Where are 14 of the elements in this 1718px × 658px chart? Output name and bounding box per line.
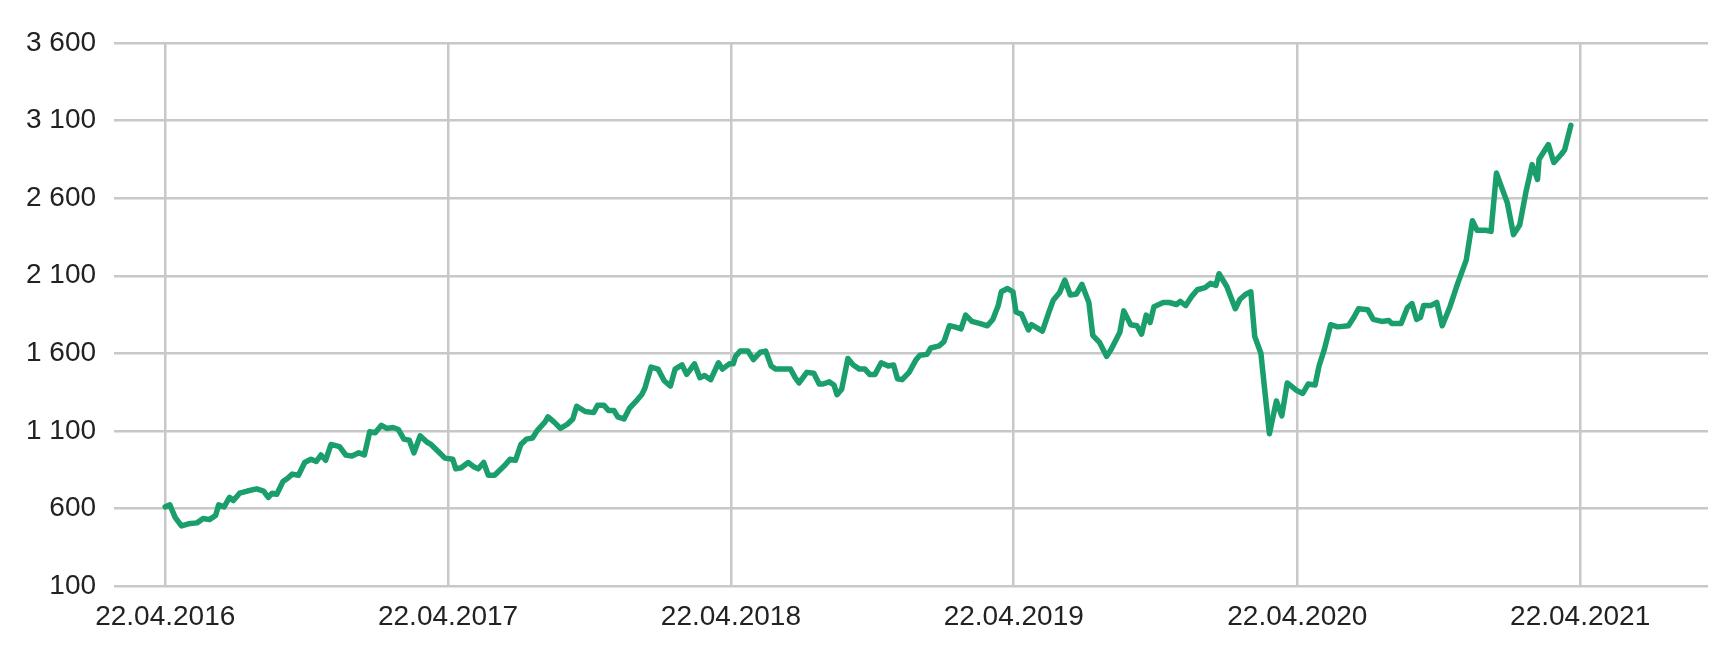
x-tick-label: 22.04.2017 <box>377 599 519 631</box>
y-tick-label: 2 600 <box>25 180 97 212</box>
x-tick-label: 22.04.2018 <box>660 599 801 631</box>
y-tick-label: 3 600 <box>25 25 97 57</box>
y-tick-label: 1 600 <box>25 336 97 368</box>
y-tick-label: 3 100 <box>25 103 97 135</box>
y-tick-label: 1 100 <box>25 413 97 445</box>
y-tick-label: 600 <box>49 491 97 523</box>
x-tick-label: 22.04.2019 <box>943 599 1084 631</box>
y-tick-label: 2 100 <box>25 258 97 290</box>
x-tick-label: 22.04.2016 <box>95 599 236 631</box>
x-tick-label: 22.04.2020 <box>1227 599 1368 631</box>
x-tick-label: 22.04.2021 <box>1510 599 1651 631</box>
y-tick-label: 100 <box>49 569 97 601</box>
